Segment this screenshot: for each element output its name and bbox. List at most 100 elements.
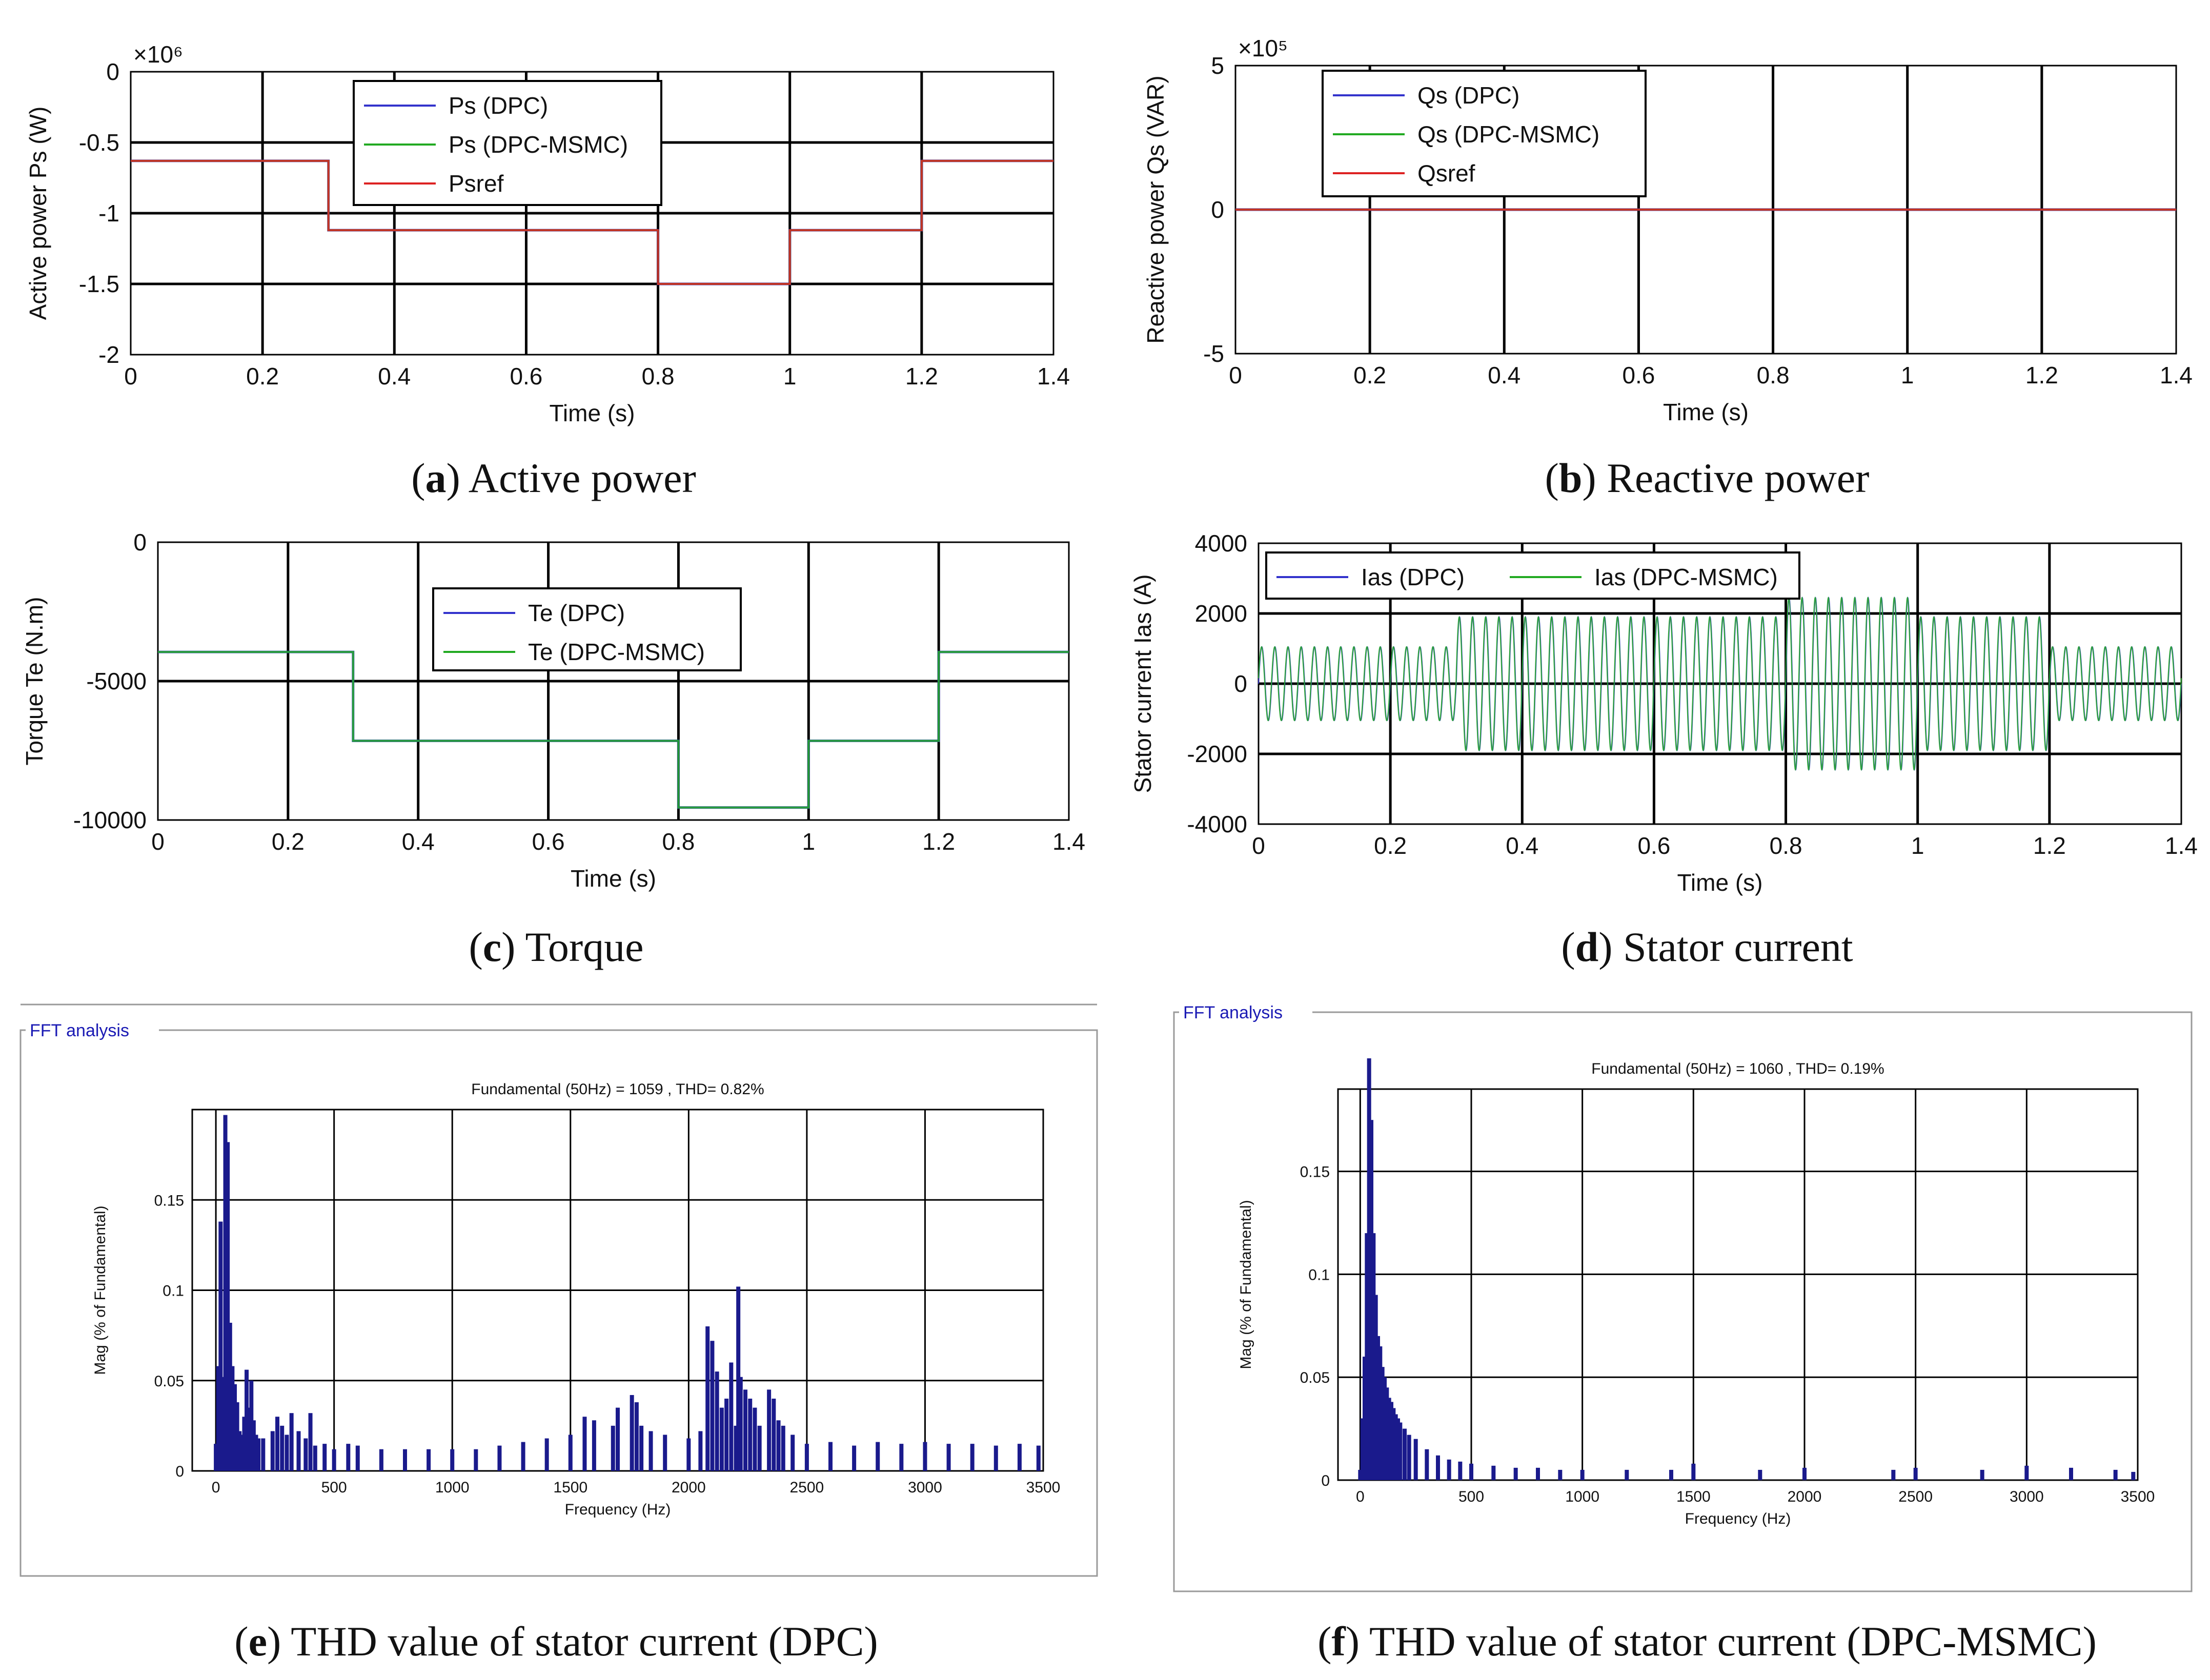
fft-bar — [634, 1402, 639, 1471]
caption-letter: a — [425, 455, 447, 501]
fft-bar — [719, 1407, 724, 1471]
caption-paren: ( — [234, 1618, 248, 1665]
fft-bar — [1536, 1467, 1540, 1480]
fft-bar — [648, 1431, 653, 1471]
caption-paren: ( — [1317, 1618, 1331, 1665]
x-tick-label: 1000 — [435, 1479, 470, 1496]
y-tick-label: 0 — [1211, 196, 1224, 223]
fft-bar — [1669, 1469, 1673, 1480]
x-tick-label: 1.4 — [2165, 832, 2198, 859]
fft-bar — [1378, 1346, 1383, 1480]
fft-bar — [663, 1435, 667, 1471]
x-axis-label: Time (s) — [571, 865, 656, 892]
fft-bar — [245, 1369, 249, 1471]
legend-entry: Qs (DPC-MSMC) — [1417, 121, 1599, 148]
legend-box — [432, 587, 742, 671]
fft-bar — [220, 1377, 225, 1471]
fft-bar — [923, 1442, 927, 1471]
fft-bar — [616, 1407, 620, 1471]
figure-caption: (e) THD value of stator current (DPC) — [234, 1618, 878, 1665]
fft-bar — [289, 1413, 294, 1471]
fft-panel-label-bg — [1179, 1001, 1312, 1023]
fft-bar — [1980, 1469, 1984, 1480]
fft-bar — [218, 1221, 223, 1471]
fft-bar — [994, 1445, 998, 1471]
chart-c: 0 0.2 0.4 0.6 0.8 1 1.2 1.4 -10000 -5000 0 Time (s)… — [21, 529, 1085, 970]
caption-letter: e — [249, 1618, 267, 1665]
x-tick-label: 1.4 — [1052, 828, 1085, 855]
x-tick-label: 1.2 — [2033, 832, 2066, 859]
legend-entry: Qsref — [1417, 160, 1475, 187]
x-tick-label: 3000 — [908, 1479, 942, 1496]
fft-bar — [233, 1384, 237, 1471]
chart-title: Fundamental (50Hz) = 1059 , THD= 0.82% — [471, 1081, 764, 1098]
fft-panel-frame — [19, 1029, 1098, 1577]
y-tick-label: 2000 — [1195, 600, 1247, 627]
fft-bar — [611, 1425, 615, 1471]
axes-box — [1337, 1088, 2139, 1481]
fft-bar — [1383, 1377, 1387, 1480]
y-tick-label: -5 — [1203, 340, 1224, 367]
fft-bar — [230, 1366, 235, 1471]
fft-bar — [734, 1425, 738, 1471]
fft-bar — [355, 1445, 360, 1471]
chart-a: 0 0.2 0.4 0.6 0.8 1 1.2 1.4 -2 -1.5 -1 -0.5 0 Time (s… — [25, 41, 1070, 501]
x-tick-label: 0.6 — [1622, 362, 1655, 388]
fft-bar — [582, 1417, 587, 1471]
axis-exponent-label: ×10⁵ — [1238, 35, 1288, 62]
fft-bar — [743, 1389, 747, 1471]
y-tick-label: 0 — [133, 529, 147, 556]
fft-bar — [1380, 1367, 1385, 1480]
fft-bar — [1393, 1414, 1398, 1480]
fft-bar — [1413, 1439, 1418, 1480]
fft-bar — [1387, 1398, 1391, 1480]
x-tick-label: 2500 — [1898, 1488, 1933, 1505]
y-tick-label: -5000 — [86, 668, 147, 694]
fft-bar — [2024, 1465, 2029, 1480]
fft-bar — [544, 1438, 549, 1471]
y-tick-label: -4000 — [1187, 811, 1247, 837]
fft-bar — [346, 1444, 351, 1471]
fft-bar — [1891, 1469, 1896, 1480]
x-tick-label: 1500 — [553, 1479, 587, 1496]
fft-bar — [1580, 1469, 1585, 1480]
caption-letter: d — [1575, 924, 1599, 970]
x-tick-label: 0.8 — [642, 363, 675, 390]
caption-text: ) Stator current — [1598, 924, 1853, 970]
x-tick-label: 1.2 — [2025, 362, 2058, 388]
fft-bar — [568, 1435, 573, 1471]
fft-bar — [852, 1445, 857, 1471]
fft-bar — [403, 1449, 407, 1471]
x-tick-label: 0.2 — [272, 828, 305, 855]
x-tick-label: 1.2 — [905, 363, 938, 390]
x-tick-label: 0 — [1356, 1488, 1365, 1505]
fft-bar — [639, 1425, 644, 1471]
legend-entry: Ps (DPC-MSMC) — [449, 131, 628, 158]
fft-bar — [790, 1435, 795, 1471]
caption-text: ) Active power — [447, 455, 696, 501]
x-tick-label: 1.2 — [922, 828, 955, 855]
y-axis-label: Reactive power Qs (VAR) — [1142, 75, 1169, 343]
fft-bar — [223, 1115, 228, 1471]
fft-bar — [2113, 1469, 2118, 1480]
fft-bar — [804, 1444, 809, 1471]
fft-bar — [1436, 1455, 1440, 1480]
x-tick-label: 0 — [1229, 362, 1242, 388]
fft-bar — [521, 1442, 525, 1471]
chart-d: 0 0.2 0.4 0.6 0.8 1 1.2 1.4 -4000 -2000 0 2000 4000 T… — [1129, 530, 2198, 970]
fft-bar — [247, 1407, 251, 1471]
fft-bar — [2131, 1471, 2136, 1480]
x-tick-label: 1500 — [1676, 1488, 1711, 1505]
x-tick-label: 500 — [1458, 1488, 1484, 1505]
fft-bar — [313, 1445, 317, 1471]
fft-bar — [275, 1417, 279, 1471]
y-tick-label: 0.1 — [163, 1283, 184, 1300]
x-tick-label: 0.2 — [1353, 362, 1386, 388]
series-line — [158, 651, 1069, 809]
x-tick-label: 2000 — [672, 1479, 706, 1496]
chart-f: FFT analysis 0 500 1000 1500 2000 2500 3000 3500… — [1173, 1001, 2193, 1665]
fft-bar — [1365, 1233, 1369, 1480]
x-tick-label: 0.4 — [402, 828, 435, 855]
y-tick-label: -1.5 — [79, 271, 119, 297]
fft-bar — [270, 1431, 275, 1471]
